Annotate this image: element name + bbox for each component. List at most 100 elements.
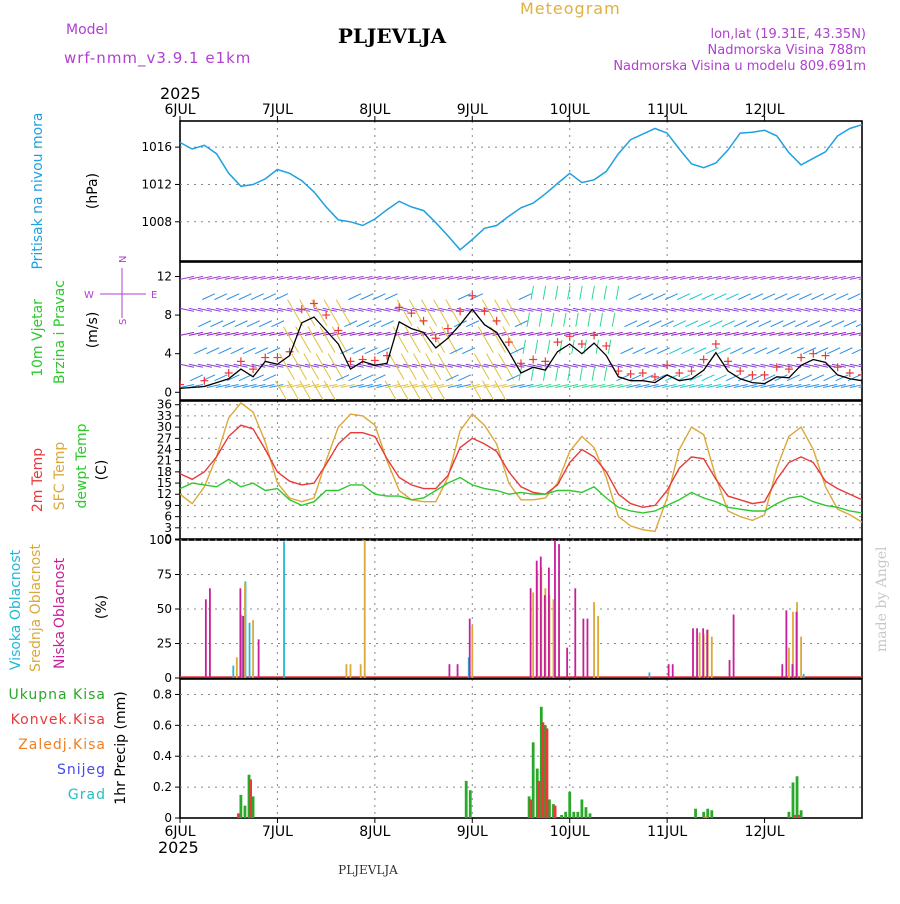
wind-vector <box>279 353 295 380</box>
cloud-bar-low <box>535 560 538 678</box>
wind-vector <box>528 363 543 368</box>
wind-vector <box>492 275 507 280</box>
wind-label-2: Brzina i Pravac <box>52 280 68 384</box>
y-tick-label: 12 <box>157 269 172 283</box>
y-tick-label: 18 <box>157 465 172 479</box>
panel-3-frame <box>179 539 863 679</box>
wind-vector <box>238 374 252 382</box>
wind-vector <box>813 307 829 312</box>
wind-vector <box>822 331 838 336</box>
wind-vector <box>810 293 825 301</box>
wind-vector <box>840 331 855 336</box>
wind-gust-marker <box>407 309 416 318</box>
wind-vector <box>483 307 498 312</box>
wind-vector <box>206 307 221 312</box>
wind-vector <box>224 363 239 368</box>
wind-vector <box>376 307 391 312</box>
wind-vector <box>769 383 784 388</box>
precip-bar-convective <box>529 799 533 818</box>
wind-vector <box>384 380 397 400</box>
wind-vector <box>758 320 772 328</box>
wind-vector <box>713 374 727 382</box>
wind-vector <box>214 374 228 382</box>
precip-bar-total <box>543 725 547 818</box>
wind-vector <box>823 293 837 301</box>
wind-vector <box>376 347 390 355</box>
wind-vector <box>787 383 802 388</box>
wind-vector <box>180 363 195 368</box>
panel-2-frame <box>179 400 863 540</box>
station-title: PLJEVLJA <box>338 24 447 48</box>
wind-vector <box>760 383 775 388</box>
wind-vector <box>315 353 332 380</box>
wind-vector <box>717 347 731 355</box>
wind-vector <box>348 293 362 301</box>
wind-vector <box>664 374 679 382</box>
y-tick-label: 4 <box>164 347 172 361</box>
wind-gust-marker <box>309 299 318 308</box>
wind-vector <box>581 275 596 280</box>
wind-vector <box>778 331 793 336</box>
y-tick-label: 1012 <box>141 177 172 191</box>
wind-vector <box>805 363 820 368</box>
wind-vector <box>599 383 614 388</box>
cloud-label-low-2: Oblacnost <box>52 557 68 628</box>
cloud-bar-low <box>468 618 471 678</box>
y-tick-label: 0.2 <box>153 780 172 794</box>
wind-vector <box>805 331 820 336</box>
wind-vector <box>713 293 727 301</box>
x-tick-label-bottom: 6JUL <box>164 824 195 840</box>
dewpoint-line <box>179 476 863 514</box>
y-tick-label: 33 <box>157 409 172 423</box>
cloud-bar-high <box>648 672 651 678</box>
wind-vector <box>197 307 212 312</box>
wind-vector <box>246 320 260 328</box>
wind-vector <box>632 347 646 355</box>
y-tick-label: 0.4 <box>153 749 172 763</box>
wind-vector <box>554 331 570 336</box>
wind-vector <box>348 374 362 382</box>
y-tick-label: 75 <box>157 568 172 582</box>
wind-vector <box>215 383 230 388</box>
wind-vector <box>242 383 257 388</box>
wind-vector <box>706 331 722 336</box>
wind-vector <box>733 307 748 312</box>
wind-vector <box>494 380 507 400</box>
wind-vector <box>693 347 707 355</box>
wind-vector <box>380 320 394 328</box>
wind-vector <box>689 374 703 382</box>
wind-vector <box>403 275 418 280</box>
wind-gust-marker <box>577 340 586 349</box>
wind-vector <box>304 363 320 368</box>
wind-vector <box>626 307 641 312</box>
y-tick-label: 0.6 <box>153 718 172 732</box>
wind-vector <box>299 380 312 400</box>
wind-vector <box>733 275 748 280</box>
wind-vector <box>412 275 427 280</box>
wind-vector <box>206 275 221 280</box>
wind-vector <box>615 285 620 300</box>
wind-vector <box>269 307 284 312</box>
wind-vector <box>352 347 366 355</box>
wind-vector <box>697 331 713 336</box>
wind-vector <box>226 293 240 301</box>
wind-vector <box>528 307 543 312</box>
wind-vector <box>214 293 228 301</box>
y-tick-label: 0.8 <box>153 687 172 701</box>
y-tick-label: 36 <box>157 398 172 412</box>
wind-vector <box>260 331 275 336</box>
wind-vector <box>251 331 266 336</box>
wind-vector <box>465 383 480 388</box>
wind-vector <box>831 383 847 388</box>
wind-vector <box>421 275 436 280</box>
wind-vector <box>760 363 775 368</box>
wind-vector <box>304 275 320 280</box>
wind-vector <box>849 332 862 336</box>
wind-gust-marker <box>797 353 806 362</box>
wind-gust-marker <box>553 338 562 347</box>
wind-vector <box>750 374 764 382</box>
wind-vector <box>358 275 373 280</box>
wind-vector <box>778 363 793 368</box>
wind-vector <box>603 285 608 300</box>
wind-vector <box>697 363 713 368</box>
